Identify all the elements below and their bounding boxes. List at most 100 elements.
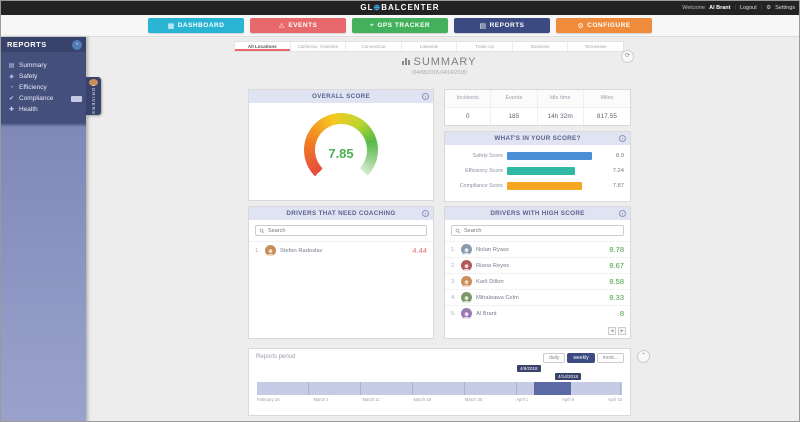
axis-label: February 25: [257, 397, 280, 402]
bar-label: Safety Score: [472, 153, 503, 159]
stat-value-idle-time: 14h 32m: [538, 107, 584, 125]
gauge-arc: [304, 113, 378, 187]
sidebar-item-safety[interactable]: ◈ Safety: [1, 71, 86, 82]
reports-panel-icon[interactable]: ◔: [72, 39, 82, 50]
avatar: [461, 244, 472, 255]
driver-row[interactable]: 1. Stefan Radoslav 4.44: [249, 241, 433, 259]
summary-icon: ▤: [8, 63, 15, 69]
driver-row[interactable]: 2. Riana Reyes 8.67: [445, 257, 630, 273]
info-icon[interactable]: i: [619, 210, 626, 217]
sidebar-item-label: Safety: [19, 73, 38, 80]
period-buttons: daily weekly mont...: [543, 353, 624, 363]
nav-configure-button[interactable]: ⚙ CONFIGURE: [556, 18, 652, 33]
daily-button[interactable]: daily: [543, 353, 566, 363]
bar-chart-icon: [402, 58, 411, 65]
avatar: [461, 308, 472, 319]
nav-events-button[interactable]: ⚠ EVENTS: [250, 18, 346, 33]
monthly-button[interactable]: mont...: [596, 353, 624, 363]
selected-week-segment[interactable]: [534, 382, 571, 395]
tab-location-1[interactable]: California, Yosemite: [291, 42, 347, 51]
welcome-label: Welcome: [682, 5, 706, 11]
prev-page-button[interactable]: ◂: [608, 327, 616, 335]
axis-label: March 18: [413, 397, 432, 402]
driver-row[interactable]: 1. Nolan Ryass 8.78: [445, 241, 630, 257]
nav-reports-button[interactable]: ▤ REPORTS: [454, 18, 550, 33]
tab-all-locations[interactable]: All Locations: [235, 42, 291, 51]
sidebar-header: REPORTS ◔: [1, 37, 86, 52]
coaching-header: DRIVERS THAT NEED COACHING i: [249, 207, 433, 220]
globe-icon: ⊕: [373, 3, 382, 12]
gear-icon: ⚙: [577, 22, 585, 30]
tab-location-4[interactable]: Trade Up: [457, 42, 513, 51]
next-page-button[interactable]: ▸: [618, 327, 626, 335]
row-rank: 3.: [451, 278, 456, 285]
search-input[interactable]: [464, 227, 620, 234]
report-icon: ▤: [479, 22, 487, 30]
gauge-icon: ◔: [9, 84, 14, 91]
search-icon: [455, 228, 461, 233]
driver-score: 8.78: [609, 245, 624, 254]
sidebar-item-efficiency[interactable]: ◔ Efficiency: [1, 82, 86, 93]
safety-score-bar: [507, 152, 593, 160]
info-icon[interactable]: i: [619, 135, 626, 142]
refresh-button[interactable]: ⟳: [621, 50, 634, 63]
stat-header-incidents: Incidents: [445, 90, 492, 108]
pagination: ◂ ▸: [608, 327, 626, 335]
divider: |: [760, 5, 763, 11]
driver-avatar-icon: [89, 79, 98, 86]
overall-score-card: OVERALL SCORE i 7.85: [248, 89, 434, 201]
page-title-text: SUMMARY: [413, 56, 477, 68]
username: Al Brant: [709, 5, 731, 11]
reports-period-card: Reports period daily weekly mont... 4/8/…: [248, 348, 631, 416]
card-title: OVERALL SCORE: [311, 93, 370, 100]
card-title: WHAT'S IN YOUR SCORE?: [494, 135, 581, 142]
card-title: DRIVERS THAT NEED COACHING: [286, 210, 396, 217]
timeline-band[interactable]: [257, 382, 622, 395]
row-rank: 5.: [451, 310, 456, 317]
driver-score: 8.33: [609, 293, 624, 302]
collapse-button[interactable]: ⌃: [637, 350, 650, 363]
driver-name: Nolan Ryass: [476, 246, 509, 253]
sidebar-item-label: Summary: [19, 62, 47, 69]
weekly-button[interactable]: weekly: [567, 353, 595, 363]
settings-link[interactable]: Settings: [775, 5, 795, 11]
sidebar-item-compliance[interactable]: ✔ Compliance: [1, 93, 86, 104]
row-rank: 4.: [451, 294, 456, 301]
driver-name: Riana Reyes: [476, 262, 510, 269]
driver-row[interactable]: 4. Mihaleawa Celm 8.33: [445, 289, 630, 305]
info-icon[interactable]: i: [422, 93, 429, 100]
stat-header-events: Events: [491, 90, 538, 108]
nav-gps-tracker-button[interactable]: ⌖ GPS TRACKER: [352, 18, 448, 33]
search-input[interactable]: [268, 227, 423, 234]
compliance-score-bar: [507, 182, 582, 190]
tab-location-5[interactable]: Business: [513, 42, 569, 51]
check-icon: ✔: [8, 96, 15, 102]
tab-location-6[interactable]: Tennessee: [584, 44, 607, 49]
sidebar-item-health[interactable]: ✚ Health: [1, 104, 86, 115]
nav-label: REPORTS: [489, 22, 525, 29]
nav-dashboard-button[interactable]: ▦ DASHBOARD: [148, 18, 244, 33]
bar-track: [507, 167, 604, 175]
info-icon[interactable]: i: [422, 210, 429, 217]
nav-label: DASHBOARD: [177, 22, 225, 29]
driver-row[interactable]: 3. Karli Dillon 8.58: [445, 273, 630, 289]
tab-location-3[interactable]: Lakeside: [402, 42, 458, 51]
stat-header-miles: Miles: [583, 90, 630, 108]
period-start-tooltip: 4/8/2018: [517, 365, 541, 372]
sidebar-item-summary[interactable]: ▤ Summary: [1, 60, 86, 71]
nav-label: GPS TRACKER: [377, 22, 431, 29]
score-gauge: 7.85: [304, 113, 378, 187]
gps-target-icon: ⌖: [369, 21, 375, 29]
coaching-search: [255, 225, 427, 236]
score-breakdown-header: WHAT'S IN YOUR SCORE? i: [445, 132, 630, 145]
drivers-flyout-tab[interactable]: DRIVERS: [86, 77, 101, 115]
tab-location-2[interactable]: Connecticut: [346, 42, 402, 51]
sidebar-title: REPORTS: [7, 40, 47, 49]
nav-label: EVENTS: [288, 22, 318, 29]
driver-name: Karli Dillon: [476, 278, 504, 285]
row-rank: 1.: [255, 247, 260, 254]
bar-track: [507, 182, 604, 190]
shield-icon: ◈: [9, 74, 14, 80]
driver-row[interactable]: 5. Al Brant 8: [445, 305, 630, 321]
logout-link[interactable]: Logout: [739, 5, 757, 11]
